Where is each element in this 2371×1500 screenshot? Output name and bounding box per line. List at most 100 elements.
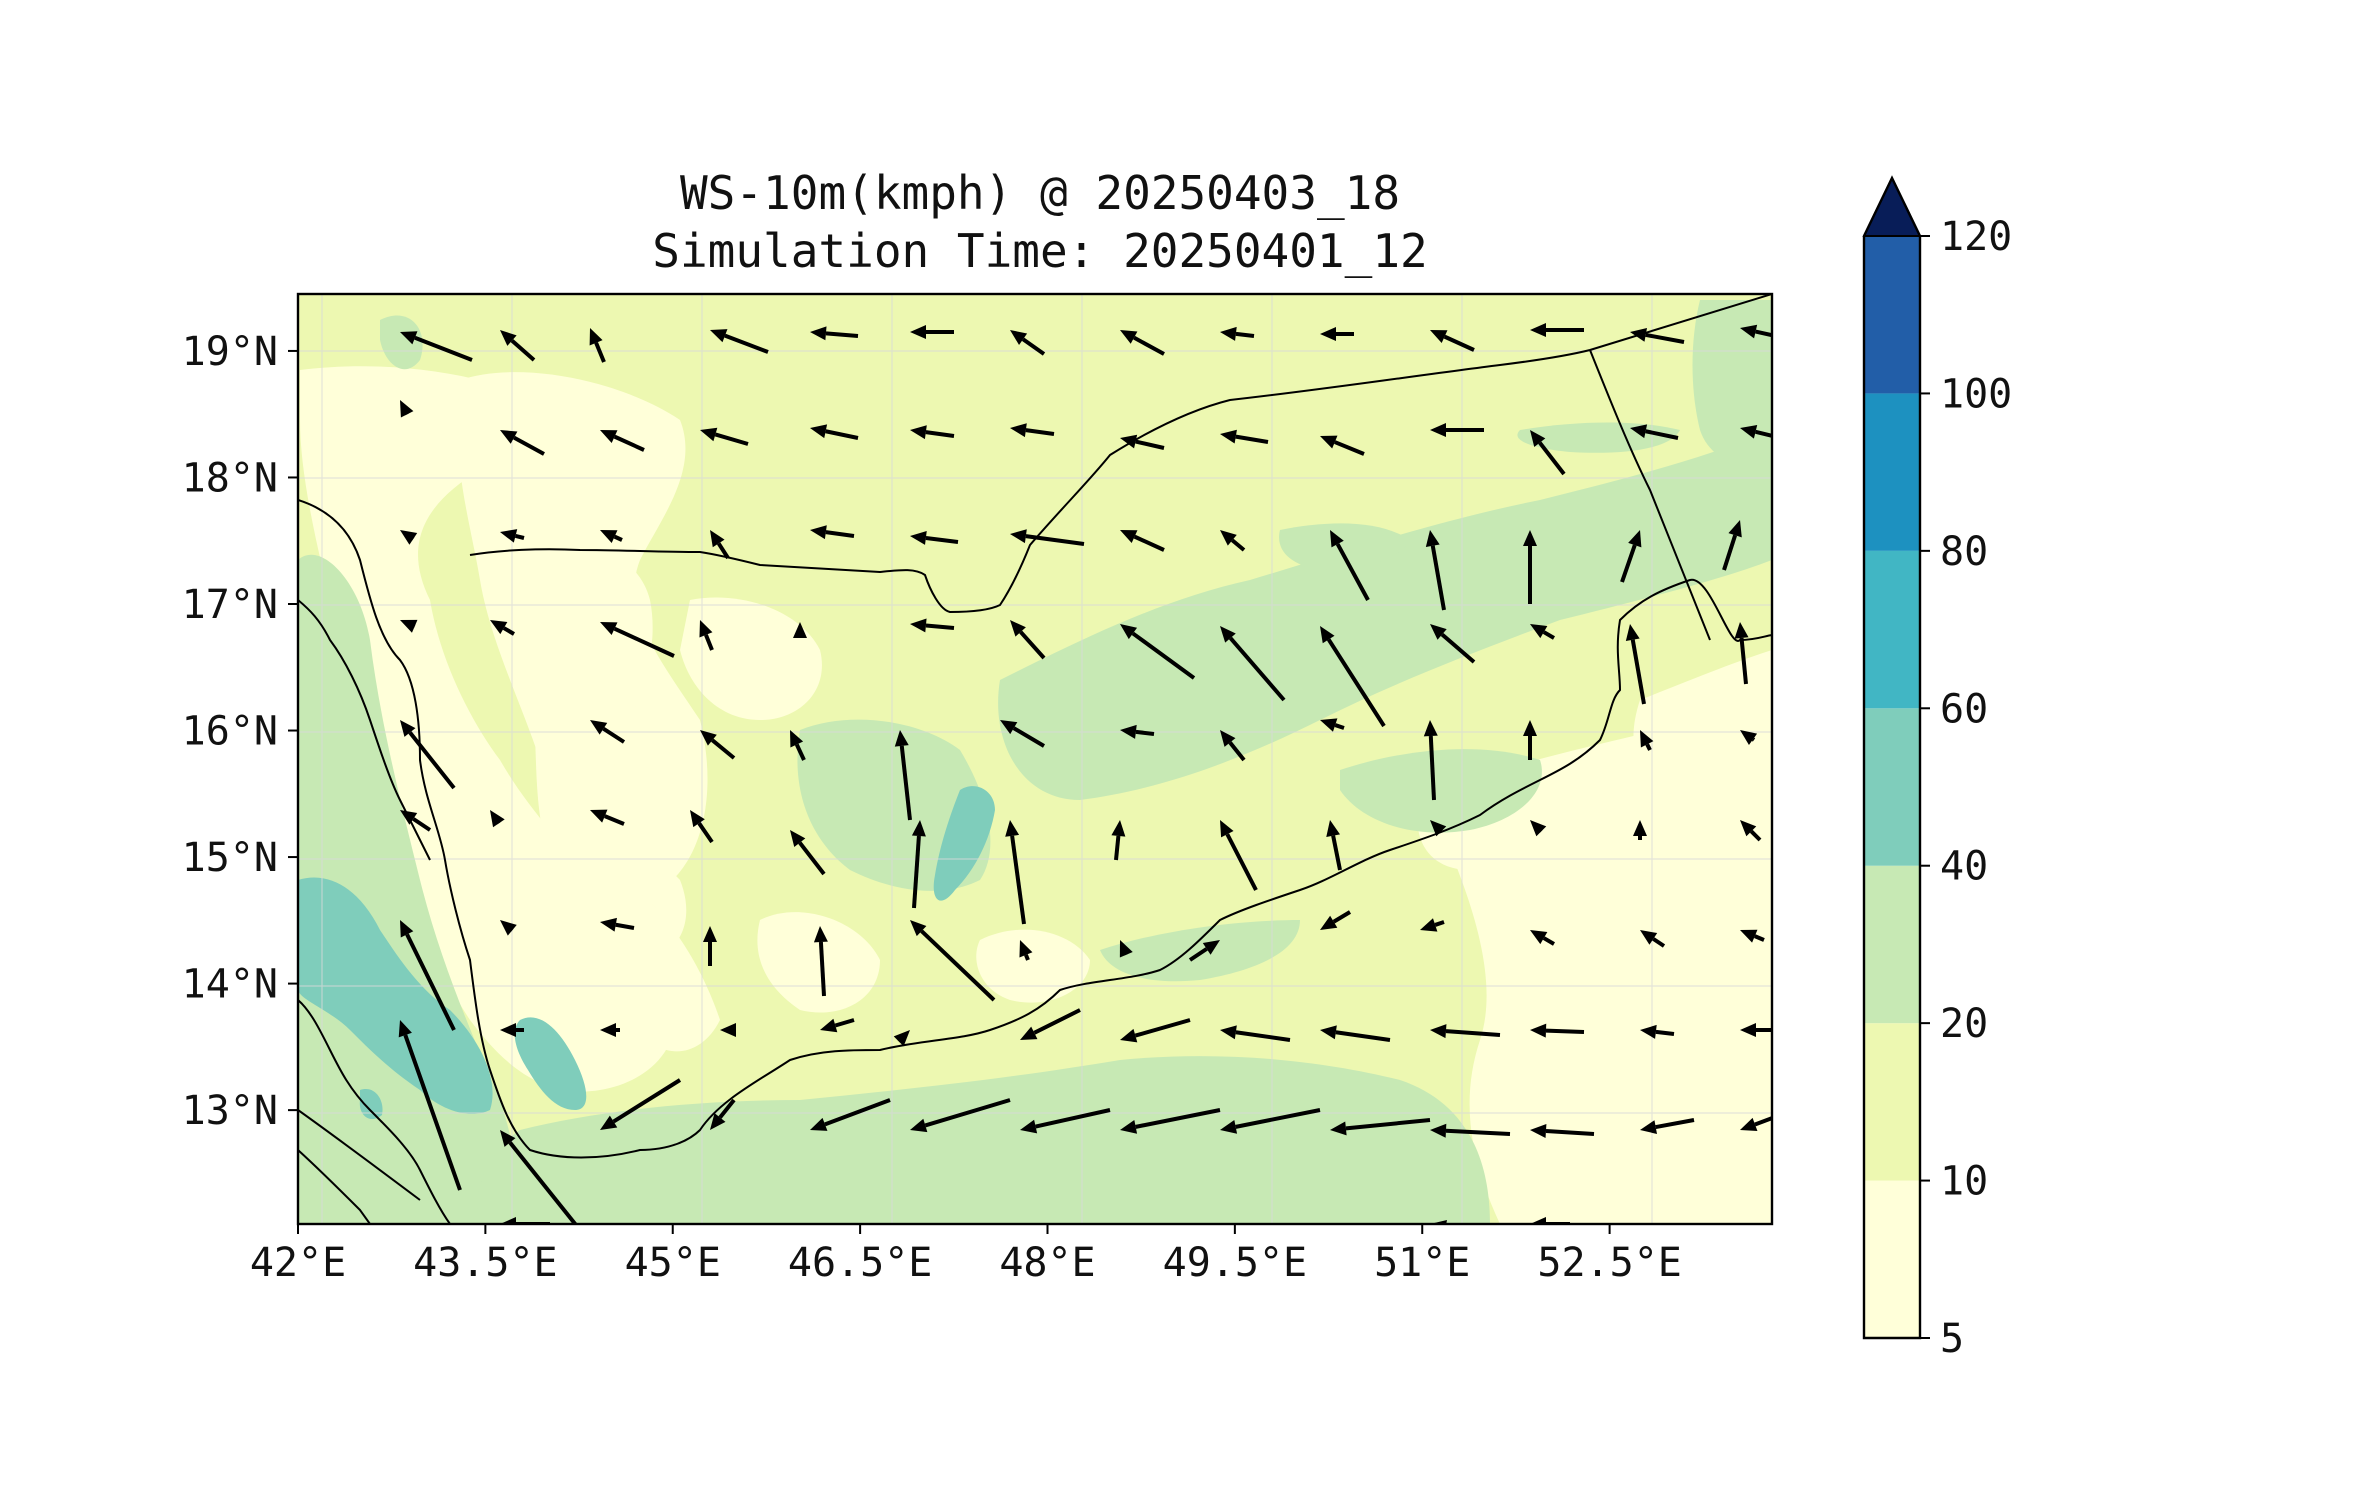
wind-arrow-icon — [500, 920, 517, 936]
wind-arrow-icon — [1020, 1108, 1111, 1134]
coastline-somalia — [298, 1109, 421, 1201]
wind-arrow-icon — [911, 820, 926, 909]
wind-arrow-icon — [490, 620, 516, 636]
wind-arrow-icon — [790, 730, 806, 761]
wind-arrow-icon — [1220, 626, 1286, 702]
wind-arrow-icon — [1220, 429, 1269, 444]
wind-arrow-icon — [1120, 1108, 1221, 1134]
wind-arrow-icon — [1320, 1025, 1391, 1042]
wind-arrow-icon — [810, 326, 859, 341]
wind-arrow-icon — [1220, 1025, 1291, 1042]
coastlines-and-borders — [298, 294, 1772, 1224]
wind-arrow-icon — [1530, 430, 1566, 476]
x-axis: 42°E 43.5°E 45°E 46.5°E 48°E 49.5°E 51°E 52.5°E — [250, 1224, 1682, 1286]
wind-arrow-icon — [1320, 910, 1352, 930]
wind-arrow-icon — [500, 1217, 550, 1224]
wind-arrow-icon — [1120, 530, 1165, 552]
wind-arrow-icon — [1430, 330, 1475, 352]
wind-arrow-icon — [1523, 530, 1537, 604]
wind-arrow-icon — [1320, 718, 1345, 732]
wind-arrow-icon — [600, 622, 675, 658]
wind-arrow-icon — [1326, 820, 1342, 871]
wind-arrow-icon — [810, 1098, 891, 1131]
wind-arrow-icon — [1430, 820, 1447, 837]
wind-arrow-icon — [400, 720, 456, 790]
wind-arrow-icon — [700, 730, 736, 760]
wind-arrow-icon — [1220, 530, 1246, 552]
wind-arrow-icon — [1330, 1118, 1431, 1136]
wind-arrow-icon — [710, 329, 769, 354]
colorbar-tick-label: 20 — [1940, 1001, 1988, 1047]
y-tick-label: 19°N — [182, 329, 278, 375]
wind-speed-fill-40-60 — [298, 786, 995, 1120]
wind-arrow-icon — [1120, 624, 1196, 680]
wind-arrow-icon — [1120, 330, 1165, 356]
wind-arrow-icon — [1740, 1116, 1772, 1132]
wind-arrow-icon — [1425, 530, 1446, 611]
wind-arrow-icon — [1000, 720, 1046, 748]
wind-arrow-icon — [703, 926, 717, 966]
wind-arrow-icon — [1220, 730, 1246, 762]
wind-arrow-icon — [1740, 424, 1772, 439]
wind-arrow-icon — [910, 920, 996, 1002]
wind-arrow-icon — [910, 425, 955, 440]
colorbar-segment — [1864, 1023, 1920, 1181]
wind-arrow-icon — [1640, 730, 1654, 751]
wind-arrow-icon — [1430, 1123, 1511, 1138]
title-line-2: Simulation Time: 20250401_12 — [652, 224, 1428, 278]
wind-arrow-icon — [1740, 324, 1772, 339]
wind-arrow-icon — [810, 424, 859, 440]
wind-arrow-icon — [1430, 423, 1484, 437]
x-tick-label: 46.5°E — [788, 1240, 933, 1286]
wind-arrow-icon — [1220, 326, 1255, 341]
wind-arrow-icon — [810, 525, 855, 540]
colorbar-segment — [1864, 865, 1920, 1024]
wind-arrow-icon — [600, 530, 623, 543]
colorbar: 5 10 20 40 60 80 100 120 — [1862, 175, 2012, 1362]
wind-arrow-icon — [1111, 820, 1126, 861]
wind-arrow-icon — [700, 427, 749, 446]
wind-arrow-icon — [1010, 423, 1055, 438]
wind-arrow-icon — [1740, 929, 1765, 943]
wind-arrow-icon — [1120, 434, 1165, 450]
wind-vector-field — [398, 323, 1772, 1224]
map-frame — [296, 292, 1774, 1226]
wind-arrow-icon — [910, 325, 954, 339]
wind-arrow-icon — [1320, 327, 1354, 341]
wind-arrow-icon — [400, 810, 432, 832]
wind-arrow-icon — [400, 920, 456, 1031]
wind-arrow-icon — [1530, 624, 1556, 640]
wind-arrow-icon — [1633, 820, 1647, 840]
wind-arrow-icon — [500, 1130, 578, 1224]
wind-arrow-icon — [1019, 940, 1033, 961]
colorbar-tick-label: 120 — [1940, 214, 2012, 260]
wind-arrow-icon — [710, 1098, 736, 1130]
wind-arrow-icon — [1530, 1217, 1570, 1224]
colorbar-segment — [1864, 393, 1920, 551]
border-ethiopia-djibouti — [298, 1149, 371, 1224]
wind-arrow-icon — [1625, 624, 1646, 705]
wind-arrow-icon — [589, 328, 606, 363]
colorbar-tick-label: 100 — [1940, 371, 2012, 417]
x-tick-label: 49.5°E — [1163, 1240, 1308, 1286]
wind-arrow-icon — [1010, 529, 1085, 546]
x-tick-label: 45°E — [625, 1240, 721, 1286]
wind-arrow-icon — [1530, 820, 1547, 837]
wind-arrow-icon — [1640, 1118, 1695, 1134]
wind-arrow-icon — [720, 1023, 736, 1037]
y-tick-label: 13°N — [182, 1088, 278, 1134]
x-tick-label: 51°E — [1374, 1240, 1470, 1286]
title-line-1: WS-10m(kmph) @ 20250403_18 — [679, 166, 1401, 220]
wind-arrow-icon — [1530, 1124, 1595, 1138]
wind-arrow-icon — [1320, 435, 1365, 456]
wind-arrow-icon — [894, 730, 912, 821]
wind-arrow-icon — [500, 529, 525, 543]
wind-arrow-icon — [1430, 1024, 1501, 1039]
colorbar-segment — [1864, 236, 1920, 394]
wind-arrow-icon — [1423, 720, 1438, 801]
wind-arrow-icon — [1120, 1018, 1191, 1043]
wind-arrow-icon — [1220, 1108, 1321, 1134]
wind-arrow-icon — [600, 430, 645, 452]
colorbar-tick-label: 60 — [1940, 686, 1988, 732]
y-tick-label: 14°N — [182, 962, 278, 1008]
